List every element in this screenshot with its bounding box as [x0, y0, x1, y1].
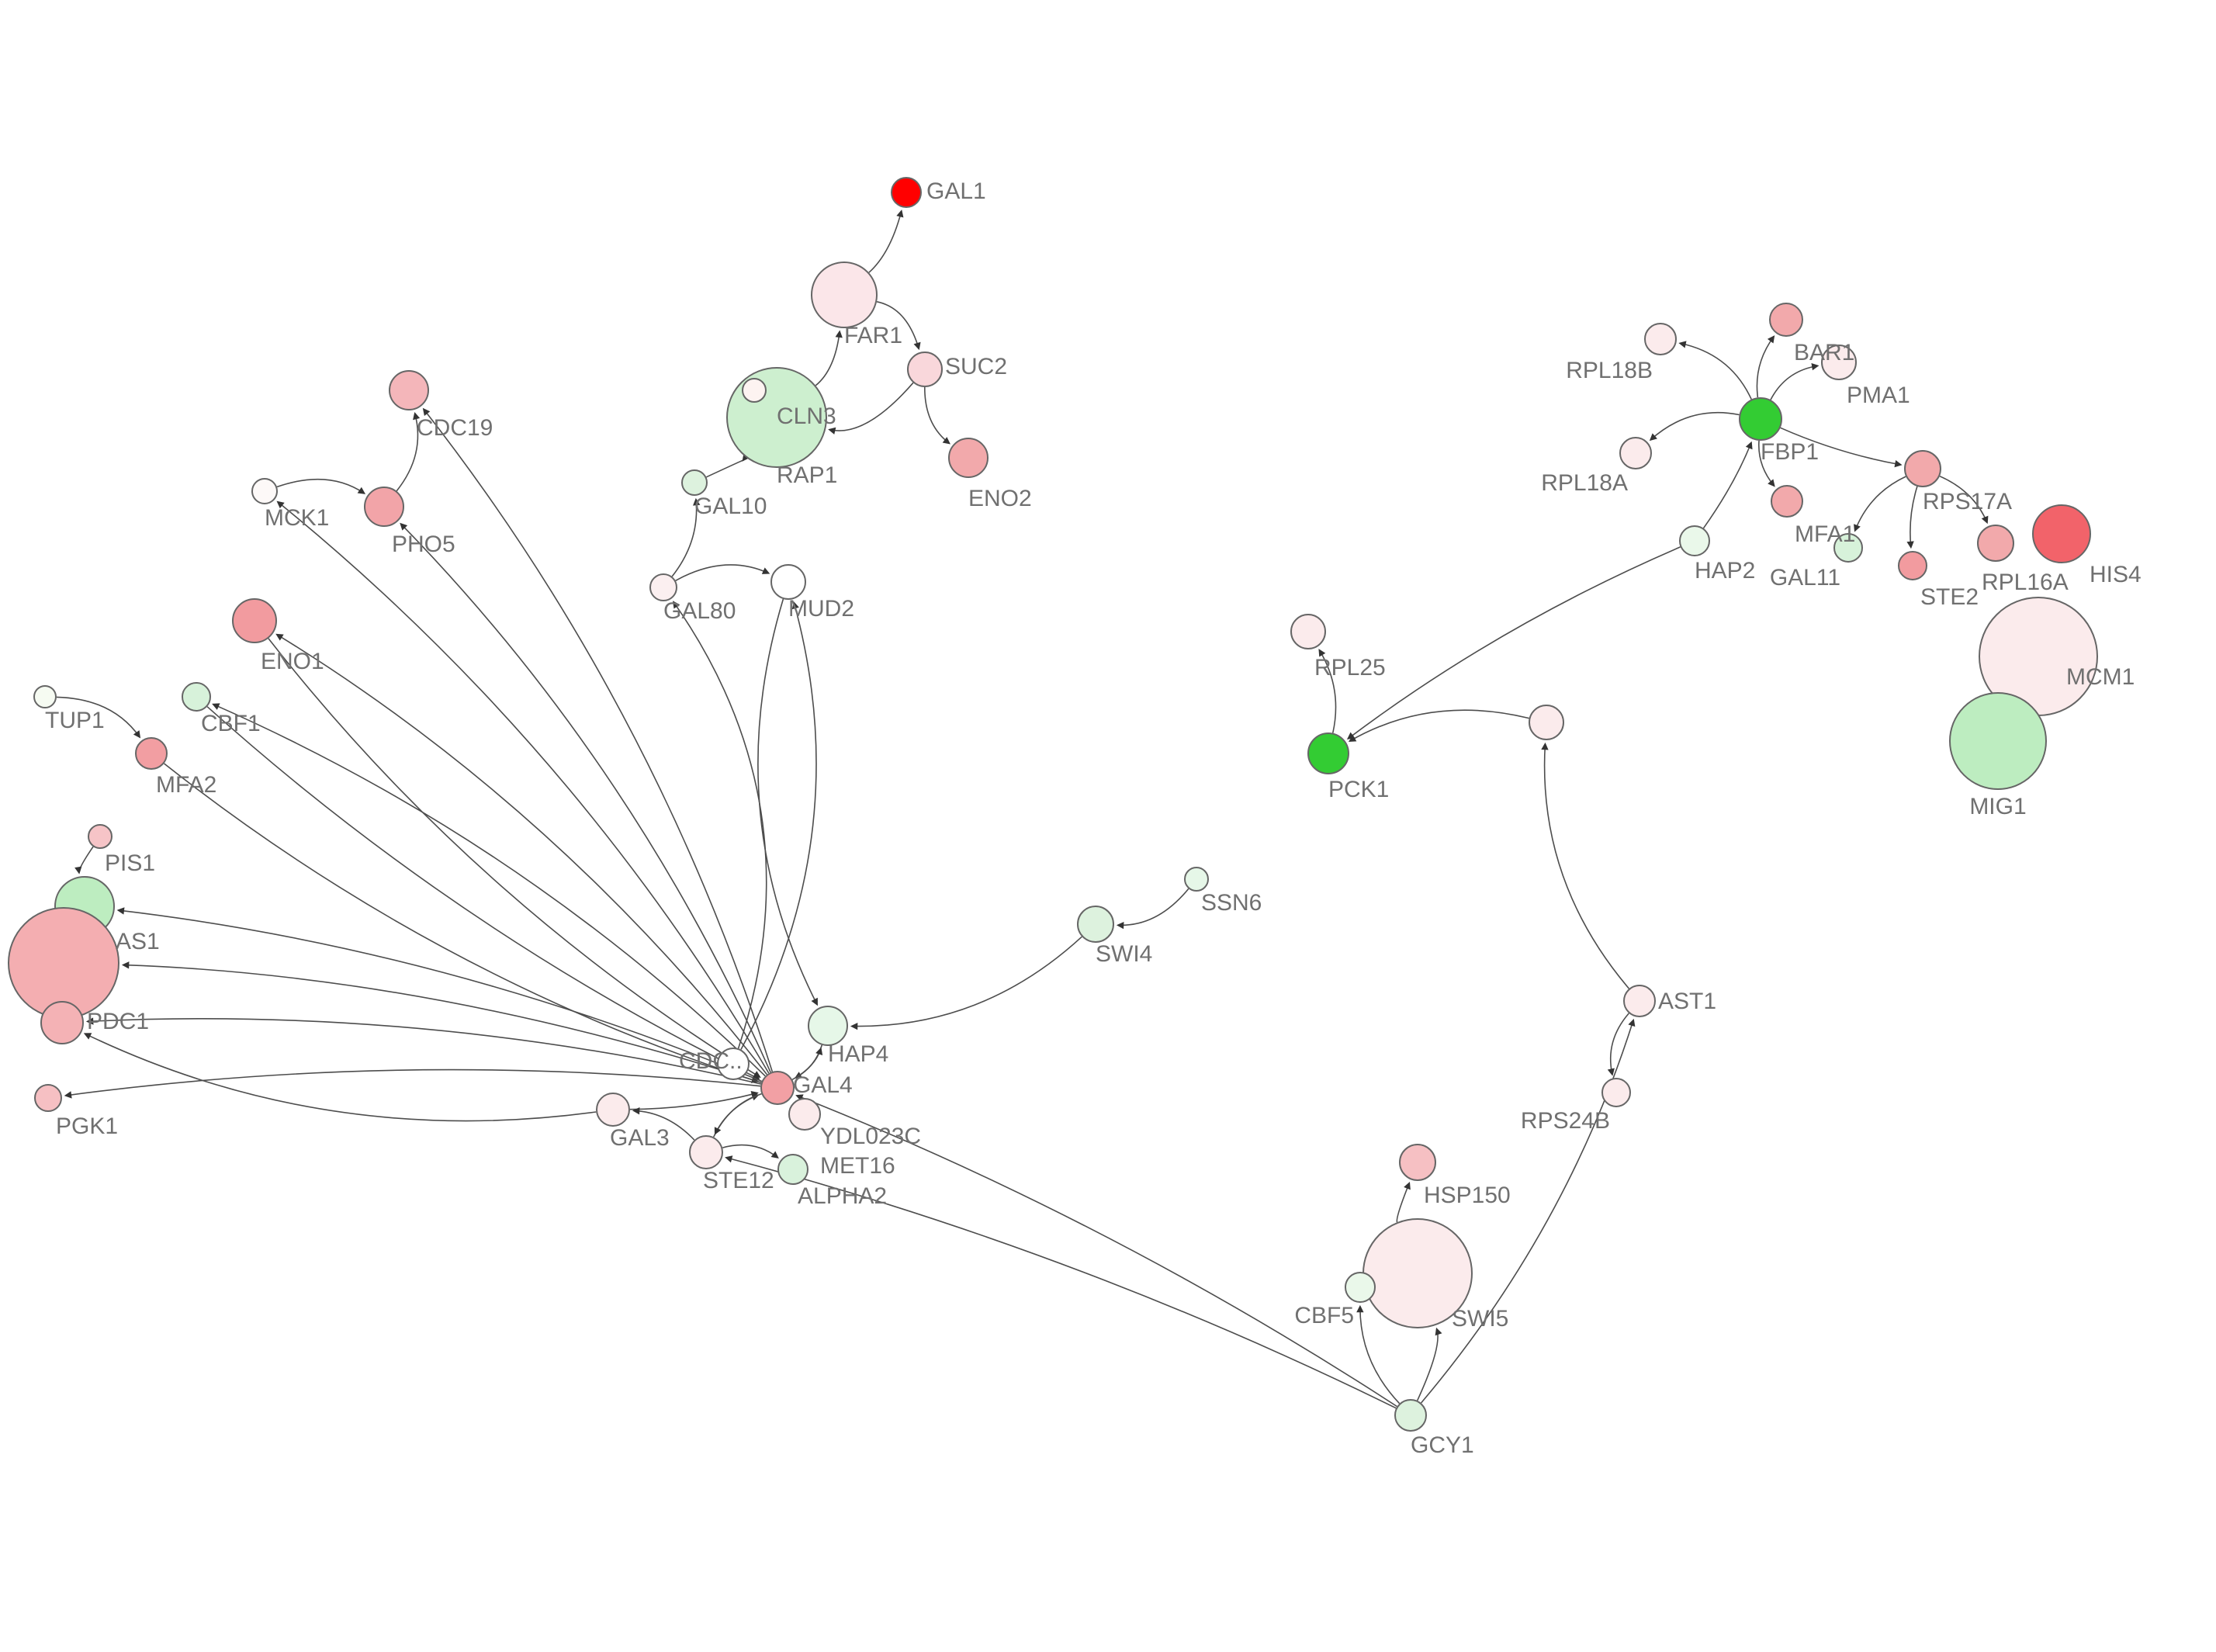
svg-text:BAR1: BAR1: [1794, 340, 1854, 365]
svg-text:PHO5: PHO5: [392, 532, 455, 557]
svg-text:RPL18B: RPL18B: [1566, 358, 1653, 383]
svg-text:ENO2: ENO2: [968, 486, 1032, 511]
svg-text:STE2: STE2: [1920, 584, 1979, 610]
svg-text:YDL023C: YDL023C: [820, 1124, 921, 1149]
svg-text:PGK1: PGK1: [56, 1113, 118, 1139]
svg-text:AST1: AST1: [1658, 989, 1716, 1014]
svg-text:FAR1: FAR1: [844, 323, 902, 348]
svg-text:CBF5: CBF5: [1294, 1303, 1354, 1328]
svg-text:RAP1: RAP1: [777, 462, 837, 488]
svg-text:CDC19: CDC19: [417, 415, 493, 441]
svg-text:SSN6: SSN6: [1201, 890, 1262, 916]
svg-text:MET16: MET16: [820, 1153, 895, 1179]
svg-text:ENO1: ENO1: [261, 649, 324, 674]
svg-text:GAL11: GAL11: [1770, 565, 1840, 590]
svg-text:PCK1: PCK1: [1328, 777, 1389, 802]
svg-text:HSP150: HSP150: [1424, 1183, 1511, 1208]
svg-text:GAL10: GAL10: [694, 494, 767, 519]
svg-text:MCM1: MCM1: [2066, 664, 2135, 690]
svg-text:MCK1: MCK1: [265, 505, 329, 531]
svg-text:GAL1: GAL1: [926, 178, 986, 204]
svg-text:GAL4: GAL4: [793, 1072, 853, 1098]
svg-text:RPL18A: RPL18A: [1541, 470, 1628, 496]
svg-text:CBF1: CBF1: [201, 711, 261, 736]
svg-text:GAL3: GAL3: [610, 1125, 670, 1151]
svg-text:STE12: STE12: [703, 1168, 774, 1193]
svg-text:MFA2: MFA2: [156, 772, 216, 798]
svg-text:HAP4: HAP4: [828, 1041, 888, 1067]
svg-text:MUD2: MUD2: [788, 596, 854, 622]
svg-text:PIS1: PIS1: [105, 850, 155, 876]
svg-text:CDC..: CDC..: [679, 1048, 743, 1074]
svg-text:RPS24B: RPS24B: [1521, 1108, 1610, 1134]
svg-text:HAP2: HAP2: [1695, 558, 1755, 584]
svg-text:RPL25: RPL25: [1314, 655, 1386, 681]
svg-text:FBP1: FBP1: [1761, 439, 1819, 465]
svg-text:ALPHA2: ALPHA2: [798, 1183, 887, 1209]
svg-text:MFA1: MFA1: [1795, 521, 1855, 547]
svg-text:PMA1: PMA1: [1847, 383, 1910, 408]
svg-text:CLN3: CLN3: [777, 403, 836, 429]
svg-text:TUP1: TUP1: [45, 708, 105, 733]
svg-text:RPL16A: RPL16A: [1982, 570, 2069, 595]
svg-text:SWI5: SWI5: [1452, 1306, 1508, 1332]
svg-text:HIS4: HIS4: [2090, 562, 2142, 587]
svg-text:MIG1: MIG1: [1969, 794, 2026, 819]
svg-text:SWI4: SWI4: [1096, 941, 1152, 967]
svg-text:RPS17A: RPS17A: [1923, 489, 2012, 514]
svg-text:GCY1: GCY1: [1411, 1432, 1474, 1458]
svg-text:AS1: AS1: [116, 929, 160, 954]
svg-text:PDC1: PDC1: [87, 1009, 149, 1034]
svg-text:SUC2: SUC2: [945, 354, 1007, 379]
svg-text:GAL80: GAL80: [663, 598, 736, 624]
